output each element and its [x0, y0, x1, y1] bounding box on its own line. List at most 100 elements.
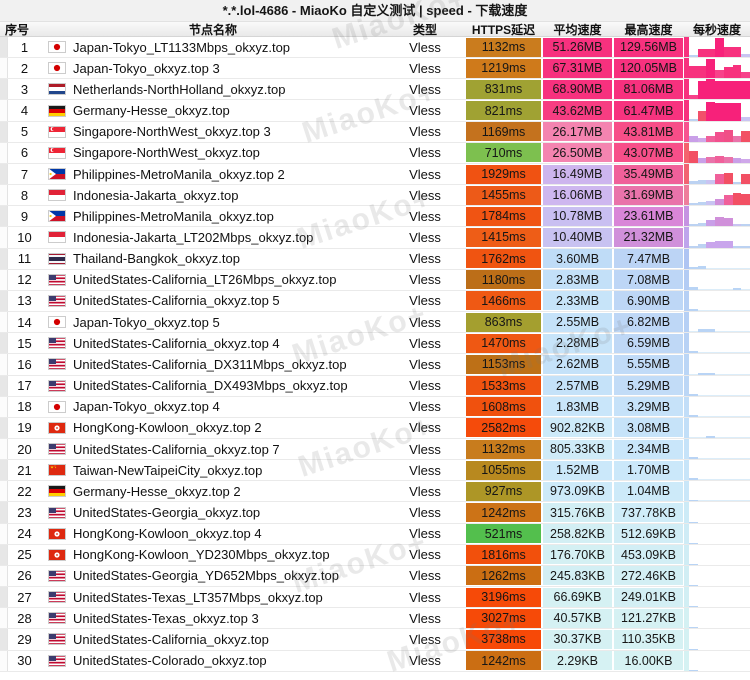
sparkline-bar	[723, 394, 733, 396]
sparkline-bar	[741, 130, 750, 142]
sparkline-bar	[732, 500, 742, 502]
column-header-max: 最高速度	[624, 22, 673, 37]
node-name: Philippines-MetroManila_okxyz.top 2	[73, 166, 285, 182]
sparkline-bars	[689, 608, 750, 629]
sparkline-bars	[689, 502, 750, 523]
row-number: 27	[17, 589, 32, 605]
per-second-sparkline	[684, 227, 750, 248]
sparkline-bar	[706, 394, 716, 396]
sparkline-bar	[697, 66, 707, 79]
sparkline-bar	[706, 329, 716, 333]
sparkline-bar	[741, 54, 750, 58]
sparkline-bar	[741, 458, 750, 460]
sparkline-strip	[684, 544, 689, 565]
per-second-sparkline	[684, 396, 750, 417]
sparkline-bar	[732, 102, 742, 121]
row-number: 14	[17, 314, 32, 330]
per-second-sparkline	[684, 269, 750, 290]
node-type: Vless	[409, 483, 441, 499]
table-row: 1 Japan-Tokyo_LT1133Mbps_okxyz.top Vless 11…	[0, 37, 750, 59]
table-row: 18 Japan-Tokyo_okxyz.top 4 Vless 1608ms 1.83…	[0, 396, 750, 418]
row-edge-strip	[0, 460, 8, 481]
sparkline-strip	[684, 629, 689, 650]
per-second-sparkline	[684, 121, 750, 142]
per-second-sparkline	[684, 290, 750, 312]
flag-de-icon	[48, 485, 66, 498]
sparkline-bar	[723, 129, 733, 142]
max-speed-cell: 16.00KB	[613, 651, 684, 671]
sparkline-bar	[689, 55, 698, 58]
row-number: 22	[17, 483, 32, 499]
node-name: Philippines-MetroManila_okxyz.top	[73, 208, 274, 224]
avg-speed-cell: 16.06MB	[542, 185, 613, 205]
per-second-sparkline	[684, 438, 750, 460]
node-name-cell: Japan-Tokyo_okxyz.top 3	[41, 58, 385, 78]
sparkline-bar	[706, 241, 716, 248]
latency-cell: 1415ms	[465, 227, 542, 247]
sparkline-strip	[684, 185, 689, 206]
sparkline-bars	[689, 333, 750, 354]
table-row: 14 Japan-Tokyo_okxyz.top 5 Vless 863ms 2.55M…	[0, 312, 750, 334]
node-type: Vless	[409, 314, 441, 330]
sparkline-strip	[684, 587, 689, 608]
row-edge-strip	[0, 523, 8, 544]
row-edge-strip	[0, 333, 8, 354]
per-second-sparkline	[684, 248, 750, 269]
per-second-sparkline	[684, 312, 750, 333]
node-name-cell: Japan-Tokyo_okxyz.top 4	[41, 397, 385, 417]
avg-speed-cell: 68.90MB	[542, 79, 613, 99]
table-row: 6 Singapore-NorthWest_okxyz.top Vless 710ms…	[0, 142, 750, 164]
node-type: Vless	[409, 166, 441, 182]
sparkline-bar	[732, 65, 742, 79]
node-name-cell: UnitedStates-Texas_LT357Mbps_okxyz.top	[41, 587, 385, 607]
latency-cell: 3027ms	[465, 608, 542, 628]
row-number: 23	[17, 505, 32, 521]
sparkline-bar	[706, 267, 716, 269]
sparkline-bars	[689, 545, 750, 565]
avg-speed-cell: 315.76KB	[542, 502, 613, 523]
sparkline-bar	[732, 224, 742, 227]
sparkline-bar	[706, 220, 716, 227]
row-number: 2	[20, 60, 29, 76]
row-number: 11	[17, 251, 32, 267]
sparkline-bars	[689, 376, 750, 396]
sparkline-strip	[684, 481, 689, 502]
flag-sg-icon	[48, 146, 66, 159]
sparkline-bar	[723, 156, 733, 163]
node-name: HongKong-Kowloon_okxyz.top 4	[73, 526, 262, 542]
avg-speed-cell: 258.82KB	[542, 524, 613, 544]
node-type: Vless	[409, 124, 441, 140]
sparkline-bar	[689, 500, 698, 502]
max-speed-cell: 272.46KB	[613, 566, 684, 586]
per-second-sparkline	[684, 587, 750, 608]
sparkline-bar	[715, 70, 724, 79]
sparkline-strip	[684, 269, 689, 290]
node-type: Vless	[409, 526, 441, 542]
row-number: 21	[17, 462, 32, 478]
node-name-cell: Indonesia-Jakarta_okxyz.top	[41, 185, 385, 205]
latency-cell: 1219ms	[465, 58, 542, 78]
sparkline-bar	[723, 218, 733, 227]
sparkline-bar	[689, 414, 698, 417]
sparkline-bar	[723, 436, 733, 438]
flag-ph-icon	[48, 168, 66, 181]
max-speed-cell: 737.78KB	[613, 502, 684, 523]
avg-speed-cell: 30.37KB	[542, 629, 613, 649]
row-number: 29	[17, 631, 32, 647]
sparkline-bar	[697, 223, 707, 227]
row-edge-strip	[0, 417, 8, 438]
row-number: 18	[17, 399, 32, 415]
column-header-latency: HTTPS延迟	[471, 22, 536, 37]
sparkline-bar	[723, 310, 733, 312]
flag-us-icon	[48, 294, 66, 307]
flag-us-icon	[48, 506, 66, 519]
latency-cell: 3196ms	[465, 587, 542, 607]
column-header-name: 节点名称	[188, 22, 237, 37]
row-number: 10	[17, 229, 32, 245]
node-name-cell: UnitedStates-California_okxyz.top 5	[41, 291, 385, 311]
max-speed-cell: 110.35KB	[613, 629, 684, 649]
sparkline-bar	[715, 458, 724, 460]
node-name: Taiwan-NewTaipeiCity_okxyz.top	[73, 462, 263, 478]
sparkline-strip	[684, 502, 689, 523]
sparkline-bars	[689, 79, 750, 100]
